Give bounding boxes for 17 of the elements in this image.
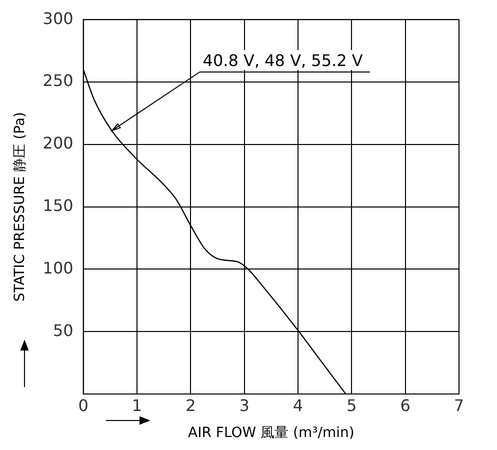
x-tick-label: 4 bbox=[292, 396, 304, 415]
y-tick-label: 150 bbox=[42, 196, 74, 215]
y-tick-label: 100 bbox=[42, 258, 74, 278]
x-tick-label: 1 bbox=[132, 396, 142, 415]
y-tick-label: 250 bbox=[42, 71, 74, 90]
y-tick-label: 200 bbox=[42, 134, 74, 153]
x-tick-label: 5 bbox=[346, 396, 357, 415]
x-tick-label: 0 bbox=[78, 396, 88, 415]
y-tick-label: 50 bbox=[52, 320, 74, 340]
annotation: 40.8 V, 48 V, 55.2 V bbox=[202, 51, 363, 70]
x-tick-label: 3 bbox=[239, 396, 250, 415]
y-tick-label: 300 bbox=[42, 8, 74, 28]
x-tick-label: 6 bbox=[400, 396, 410, 415]
x-tick-label: 7 bbox=[454, 396, 464, 415]
x-tick-label: 2 bbox=[186, 396, 196, 415]
x-axis-title: AIR FLOW 風量 (m³/min) bbox=[188, 425, 354, 442]
y-axis-title: STATIC PRESSURE 静圧 (Pa) bbox=[12, 112, 28, 302]
